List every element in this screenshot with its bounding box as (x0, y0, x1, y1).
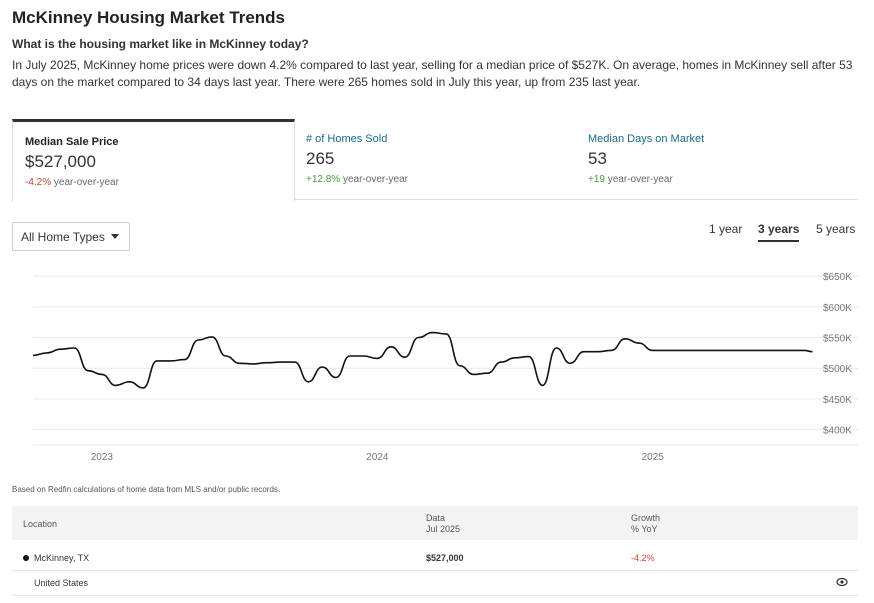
tab-value: $527,000 (25, 152, 96, 171)
tab-value: 53 (588, 149, 607, 168)
row-location: United States (34, 578, 89, 588)
table-header: Location Data Jul 2025 Growth % YoY (12, 506, 858, 540)
row-location: McKinney, TX (34, 553, 90, 563)
col-growth: Growth (631, 513, 661, 523)
y-tick-label: $550K (823, 334, 852, 345)
tab-change: +19 year-over-year (588, 174, 673, 185)
tab-label: # of Homes Sold (306, 133, 388, 145)
x-tick-label: 2023 (91, 452, 114, 463)
change-suffix: year-over-year (53, 177, 119, 188)
tab-value: 265 (306, 149, 335, 168)
y-tick-label: $500K (823, 364, 852, 375)
tab-days-on-market[interactable]: Median Days on Market 53 +19 year-over-y… (576, 119, 858, 198)
y-tick-label: $400K (823, 426, 852, 437)
change-suffix: year-over-year (342, 174, 409, 185)
series-dot-icon (23, 555, 29, 561)
tab-label: Median Days on Market (588, 133, 705, 145)
median-price-chart: $650K $600K $550K $500K $450K $400K 2023 2024 20… (32, 272, 858, 463)
metric-tabs: Median Sale Price $527,000 -4.2% year-ov… (12, 119, 858, 202)
tab-change: -4.2% year-over-year (25, 177, 119, 188)
row-data: $527,000 (426, 553, 464, 563)
change-suffix: year-over-year (607, 174, 673, 185)
home-type-dropdown[interactable]: All Home Types (12, 222, 130, 251)
page-title: McKinney Housing Market Trends (12, 8, 285, 27)
x-tick-label: 2025 (642, 452, 665, 463)
change-value: -4.2% (25, 177, 52, 188)
range-3-years[interactable]: 3 years (758, 222, 800, 242)
table-row: United States (12, 571, 858, 595)
change-value: +12.8% (306, 174, 341, 185)
median-price-line (32, 331, 813, 389)
tab-homes-sold[interactable]: # of Homes Sold 265 +12.8% year-over-yea… (294, 119, 576, 198)
caret-down-icon (111, 234, 119, 239)
range-1-year[interactable]: 1 year (709, 222, 743, 236)
col-data: Data (426, 513, 446, 523)
tab-median-sale-price[interactable]: Median Sale Price $527,000 -4.2% year-ov… (12, 119, 295, 202)
col-growth-sub: % YoY (631, 524, 658, 534)
home-type-selected: All Home Types (21, 230, 105, 244)
y-tick-label: $650K (823, 272, 852, 283)
row-divider (12, 570, 858, 571)
col-data-sub: Jul 2025 (426, 524, 461, 534)
x-tick-label: 2024 (366, 452, 389, 463)
col-location: Location (23, 519, 58, 529)
change-value: +19 (588, 174, 605, 185)
table-row: McKinney, TX $527,000 -4.2% (12, 546, 858, 570)
range-5-years[interactable]: 5 years (816, 222, 856, 236)
tab-label: Median Sale Price (25, 136, 119, 148)
eye-icon[interactable] (836, 577, 848, 587)
market-summary: In July 2025, McKinney home prices were … (12, 58, 853, 89)
data-source-note: Based on Redfin calculations of home dat… (12, 485, 281, 494)
page-subtitle: What is the housing market like in McKin… (12, 37, 309, 51)
y-tick-label: $450K (823, 395, 852, 406)
tab-change: +12.8% year-over-year (306, 174, 408, 185)
y-tick-label: $600K (823, 303, 852, 314)
row-divider (12, 595, 858, 596)
row-growth: -4.2% (631, 553, 655, 563)
